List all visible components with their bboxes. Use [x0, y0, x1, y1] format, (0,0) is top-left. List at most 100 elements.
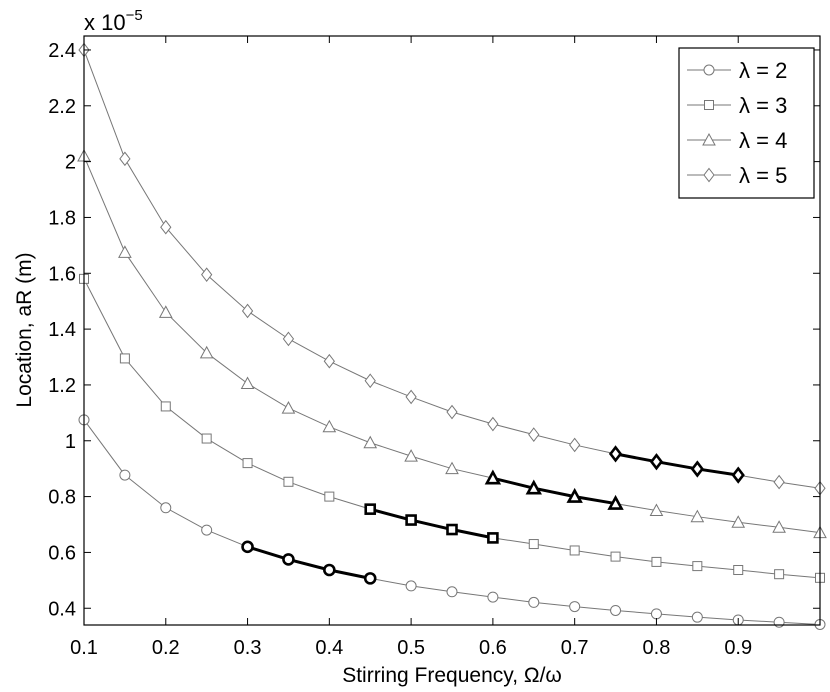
series-4-point-18 — [773, 474, 785, 490]
legend-item-2: λ = 3 — [687, 93, 787, 118]
series-3 — [77, 148, 827, 539]
series-1-point-5 — [241, 540, 254, 554]
series-1-point-8 — [363, 572, 377, 585]
series-4-point-16 — [690, 460, 704, 478]
y-tick-label-6: 1.4 — [48, 319, 76, 341]
series-3-point-9 — [404, 449, 418, 462]
series-1-point-14 — [610, 604, 622, 616]
x-axis-label: Stirring Frequency, Ω/ω — [342, 664, 562, 687]
series-4-point-13 — [569, 437, 581, 453]
series-1-point-3 — [160, 502, 172, 514]
series-2-point-14 — [610, 551, 621, 562]
y-tick-label-5: 1.2 — [48, 375, 76, 397]
series-4-point-14 — [608, 445, 623, 463]
series-2-point-16 — [692, 561, 703, 572]
series-3-point-13 — [566, 487, 583, 503]
series-3-point-4 — [199, 345, 214, 359]
series-2-point-17 — [733, 565, 744, 576]
y-tick-label-10: 2.2 — [48, 96, 76, 118]
series-1-point-13 — [569, 601, 581, 613]
series-4-point-12 — [528, 427, 540, 442]
series-4-point-3 — [160, 219, 172, 235]
series-2-point-13 — [569, 545, 580, 556]
series-4-point-4 — [201, 267, 213, 282]
series-2-highlight-line — [369, 507, 494, 540]
series-1-point-6 — [282, 553, 295, 566]
y-tick-label-9: 2 — [65, 152, 76, 174]
legend-marker-4 — [703, 167, 715, 183]
series-2-point-15 — [651, 556, 662, 567]
series-1-point-16 — [691, 611, 703, 623]
y-tick-label-3: 0.8 — [48, 487, 76, 509]
series-3-point-17 — [731, 515, 746, 528]
series-4-point-11 — [487, 416, 499, 432]
x-tick-label-2: 0.2 — [152, 637, 180, 659]
series-1-point-11 — [487, 591, 499, 603]
series-2-point-2 — [119, 353, 130, 364]
series-3-point-15 — [649, 503, 664, 517]
y-multiplier-label: x 10−5 — [84, 7, 143, 35]
series-2-point-18 — [774, 569, 785, 580]
series-2-point-12 — [528, 539, 539, 550]
series-4-point-15 — [649, 453, 664, 471]
series-1-point-12 — [528, 596, 540, 608]
series-4-point-2 — [119, 151, 131, 167]
series-2-point-9 — [405, 514, 417, 526]
series-2-point-4 — [201, 433, 212, 444]
series-3-point-11 — [484, 469, 502, 485]
y-tick-label-11: 2.4 — [48, 40, 76, 62]
series-4-point-10 — [446, 404, 458, 420]
x-tick-label-7: 0.7 — [561, 637, 589, 659]
series-4-highlight-line — [615, 452, 739, 477]
series-2-point-6 — [283, 476, 294, 487]
legend-label-1: λ = 2 — [739, 58, 787, 83]
series-3-point-5 — [240, 376, 255, 390]
series-2-point-11 — [487, 532, 499, 544]
series-3-point-18 — [772, 520, 786, 533]
legend-marker-2 — [704, 100, 714, 110]
series-1-point-15 — [650, 608, 662, 620]
y-tick-label-1: 0.4 — [48, 598, 76, 620]
series-1-point-4 — [201, 524, 213, 536]
legend-label-4: λ = 5 — [739, 163, 787, 188]
x-tick-label-8: 0.8 — [643, 637, 671, 659]
y-axis-label: Location, aR (m) — [13, 252, 36, 407]
series-3-point-6 — [281, 401, 296, 414]
series-3-highlight-line — [492, 476, 616, 506]
y-tick-label-4: 1 — [65, 431, 76, 453]
x-tick-label-6: 0.6 — [479, 637, 507, 659]
series-4-point-17 — [731, 466, 745, 484]
series-3-point-10 — [445, 461, 459, 475]
axes-layer: 0.1 0.2 0.3 0.4 0.5 0.6 0.7 0.8 0.9 0.4 0.6 0.8 1 1.2… — [48, 35, 821, 659]
series-3-point-14 — [607, 494, 624, 510]
series-3-point-8 — [363, 435, 378, 449]
series-1-point-7 — [323, 563, 336, 577]
series-1-point-9 — [405, 580, 417, 592]
series-3-point-16 — [690, 509, 705, 523]
axes-frame — [83, 35, 821, 626]
series-3-point-12 — [525, 479, 542, 495]
series-3-point-7 — [322, 419, 337, 433]
series-2-point-7 — [324, 491, 335, 502]
series-2-point-10 — [446, 523, 458, 536]
series-2-point-3 — [160, 401, 171, 412]
x-tick-label-9: 0.9 — [724, 637, 752, 659]
series-4-point-7 — [323, 353, 335, 369]
legend-item-3: λ = 4 — [687, 128, 787, 153]
x-tick-label-3: 0.3 — [234, 637, 262, 659]
legend-marker-1 — [703, 64, 715, 76]
series-4-point-9 — [405, 389, 417, 405]
series-2-point-8 — [364, 503, 377, 515]
series-1-point-18 — [773, 616, 785, 628]
series-1-point-2 — [119, 469, 131, 481]
legend-marker-3 — [702, 132, 716, 146]
y-tick-label-2: 0.6 — [48, 542, 76, 564]
series-3-point-2 — [118, 245, 132, 258]
series-2-point-5 — [242, 458, 253, 469]
y-tick-label-8: 1.8 — [48, 207, 76, 229]
legend-label-2: λ = 3 — [739, 93, 787, 118]
legend-box — [678, 47, 815, 199]
x-tick-label-4: 0.4 — [315, 637, 343, 659]
series-3-point-3 — [158, 305, 173, 318]
legend-label-3: λ = 4 — [739, 128, 787, 153]
